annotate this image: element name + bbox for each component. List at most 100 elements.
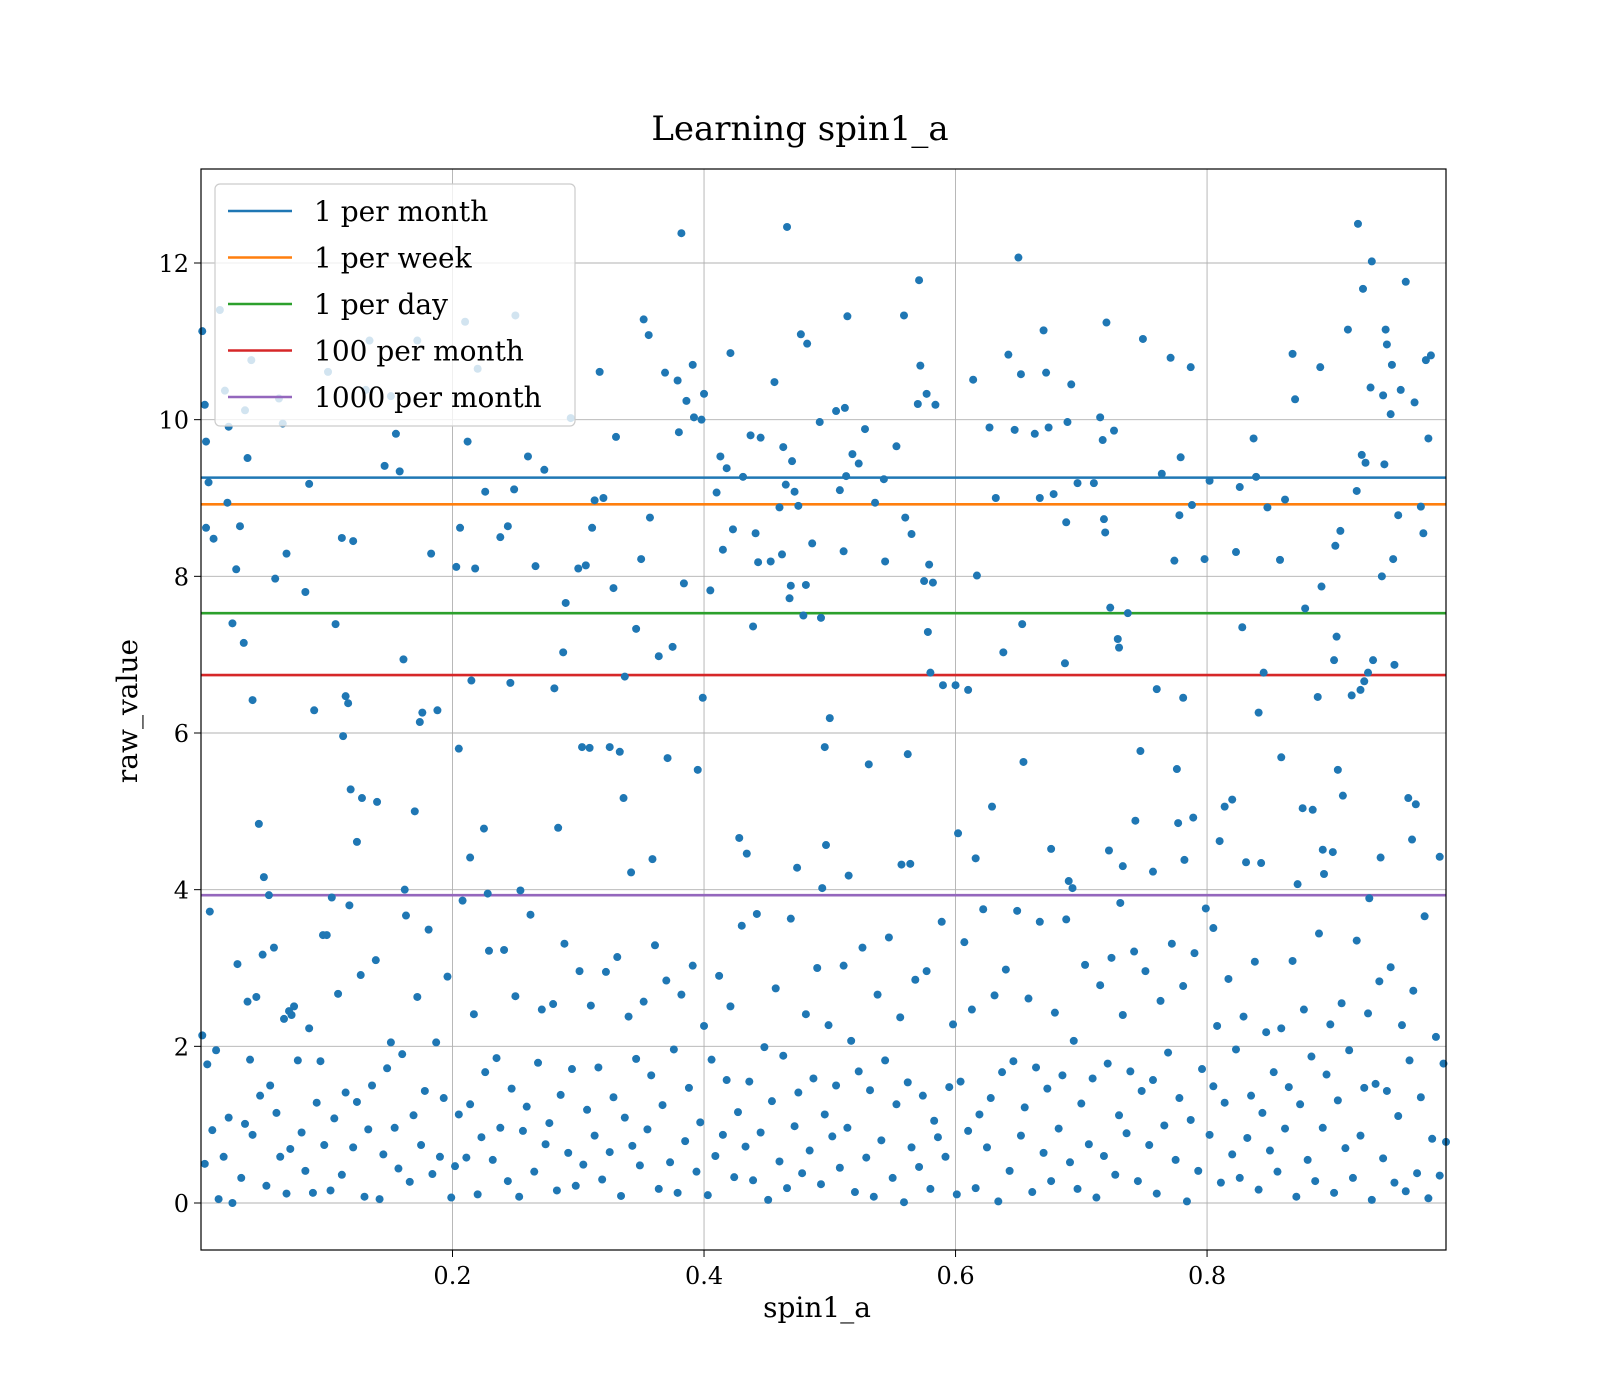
scatter-point [1073,479,1082,488]
scatter-point [715,971,724,980]
scatter-point [515,1192,524,1201]
scatter-point [447,1193,456,1202]
scatter-point [266,1081,275,1090]
scatter-point [1224,974,1233,983]
scatter-point [1328,848,1337,857]
scatter-point [1238,623,1247,632]
scatter-point [1367,1195,1376,1204]
scatter-point [496,533,505,542]
scatter-point [1276,555,1284,564]
scatter-point [1172,765,1181,774]
scatter-point [813,964,822,972]
scatter-point [632,624,641,633]
scatter-point [235,522,244,531]
scatter-point [1408,835,1417,844]
scatter-point [749,622,758,631]
scatter-point [1148,867,1157,876]
scatter-point [746,431,755,440]
scatter-point [451,1162,460,1171]
scatter-point [952,1190,961,1199]
scatter-point [1401,1187,1410,1196]
data-points [198,219,1450,1207]
scatter-point [951,681,960,690]
scatter-point [1152,1189,1161,1198]
scatter-point [386,1038,395,1047]
scatter-point [770,378,779,387]
scatter-point [1337,999,1346,1008]
scatter-point [1141,967,1150,976]
scatter-point [305,479,314,488]
scatter-point [726,349,735,358]
scatter-point [869,1192,878,1201]
scatter-point [1390,1178,1399,1187]
scatter-point [779,443,788,452]
scatter-point [835,1163,844,1172]
scatter-point [1389,555,1398,564]
scatter-point [1014,253,1023,262]
scatter-point [620,1113,629,1122]
scatter-point [712,488,721,497]
scatter-point [798,1169,807,1178]
scatter-point [301,588,310,596]
scatter-point [916,361,925,370]
scatter-point [843,1123,852,1132]
scatter-point [488,1155,497,1164]
scatter-point [337,533,346,542]
scatter-point [693,765,702,774]
scatter-point [1035,917,1044,926]
scatter-point [907,530,916,539]
scatter-point [1099,1152,1108,1160]
scatter-point [1348,1173,1357,1182]
scatter-point [808,539,817,548]
scatter-point [1356,685,1365,694]
scatter-point [1269,1068,1278,1077]
x-tick-label: 0.4 [685,1262,723,1290]
scatter-point [308,1188,317,1197]
scatter-point [999,648,1008,657]
scatter-point [352,837,361,846]
scatter-point [297,1128,306,1137]
scatter-point [339,732,348,741]
scatter-point [341,692,350,701]
scatter-point [1254,1185,1263,1194]
scatter-point [601,967,610,976]
scatter-point [1228,795,1237,804]
scatter-point [241,1119,250,1128]
scatter-point [1419,529,1428,538]
scatter-point [783,1184,792,1193]
scatter-point [991,494,1000,502]
scatter-point [681,1137,690,1146]
scatter-point [1016,370,1025,379]
scatter-point [481,487,490,496]
scatter-point [305,1024,314,1033]
scatter-point [1005,1166,1014,1175]
scatter-point [1194,1166,1203,1175]
scatter-point [615,747,624,756]
y-axis-label: raw_value [111,639,144,783]
scatter-point [500,945,509,954]
y-tick-label: 12 [158,250,189,278]
scatter-point [1377,572,1386,581]
scatter-point [930,1116,939,1125]
scatter-point [706,586,715,595]
scatter-point [635,1161,644,1170]
scatter-point [224,1113,233,1122]
scatter-point [1243,1133,1252,1142]
scatter-point [1009,1057,1018,1066]
scatter-point [899,311,908,320]
scatter-point [609,584,618,593]
scatter-point [454,1110,463,1119]
scatter-point [1386,963,1395,972]
scatter-point [644,331,653,340]
scatter-point [1421,356,1430,365]
scatter-point [1299,1005,1308,1014]
scatter-point [578,743,587,752]
scatter-point [775,1157,784,1166]
scatter-point [581,561,590,570]
scatter-point [923,627,932,636]
scatter-point [1387,360,1396,369]
scatter-point [276,1152,285,1161]
scatter-point [1369,656,1378,665]
scatter-point [443,972,452,981]
scatter-point [574,564,583,573]
